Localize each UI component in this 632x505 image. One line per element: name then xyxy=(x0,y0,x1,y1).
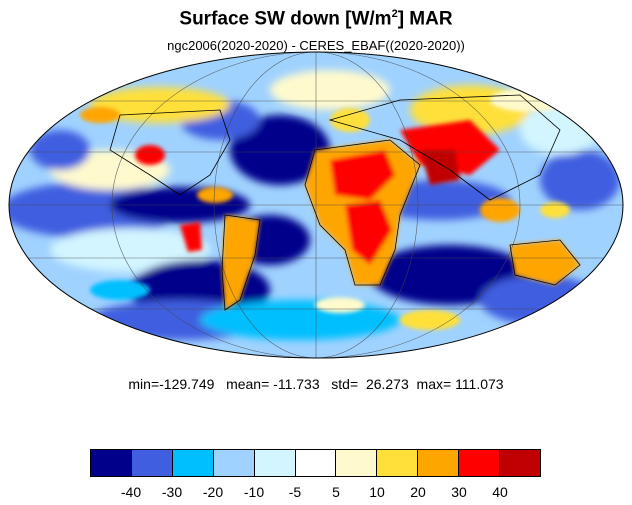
colorbar xyxy=(90,449,541,477)
colorbar-box-1 xyxy=(131,450,173,476)
map-container xyxy=(8,51,624,359)
colorbar-label: 30 xyxy=(451,484,467,500)
colorbar-box-6 xyxy=(336,450,378,476)
colorbar-labels: -40 -30 -20 -10 -5 5 10 20 30 40 xyxy=(90,484,541,502)
colorbar-box-8 xyxy=(418,450,460,476)
title-superscript: 2 xyxy=(391,8,398,20)
map-subtitle: ngc2006(2020-2020) - CERES_EBAF((2020-20… xyxy=(167,38,465,53)
stats-line: min=-129.749 mean= -11.733 std= 26.273 m… xyxy=(128,376,504,392)
colorbar-label: -10 xyxy=(243,484,265,500)
colorbar-box-7 xyxy=(377,450,419,476)
colorbar-label: -40 xyxy=(120,484,142,500)
colorbar-label: 10 xyxy=(369,484,385,500)
colorbar-box-3 xyxy=(213,450,255,476)
title-main: Surface SW down [W/m xyxy=(179,8,392,30)
colorbar-label: -5 xyxy=(288,484,302,500)
colorbar-label: 20 xyxy=(410,484,426,500)
stat-std: 26.273 xyxy=(365,376,409,392)
stat-mean: -11.733 xyxy=(273,376,320,392)
colorbar-box-5 xyxy=(295,450,337,476)
colorbar-box-4 xyxy=(254,450,296,476)
colorbar-box-2 xyxy=(172,450,214,476)
colorbar-label: 5 xyxy=(332,484,340,500)
map-field xyxy=(9,52,623,358)
map-border xyxy=(8,51,624,359)
colorbar-label: 40 xyxy=(492,484,508,500)
stat-min-label: min= xyxy=(128,376,160,392)
colorbar-box-10 xyxy=(500,450,540,476)
mollweide-map xyxy=(8,51,624,359)
colorbar-label: -30 xyxy=(161,484,183,500)
stat-max: 111.073 xyxy=(455,376,504,392)
colorbar-box-0 xyxy=(91,450,132,476)
stat-min: -129.749 xyxy=(159,376,215,392)
colorbar-box-9 xyxy=(459,450,501,476)
title-suffix: ] MAR xyxy=(397,8,453,30)
colorbar-label: -20 xyxy=(202,484,224,500)
map-title: Surface SW down [W/m2] MAR xyxy=(0,8,632,30)
